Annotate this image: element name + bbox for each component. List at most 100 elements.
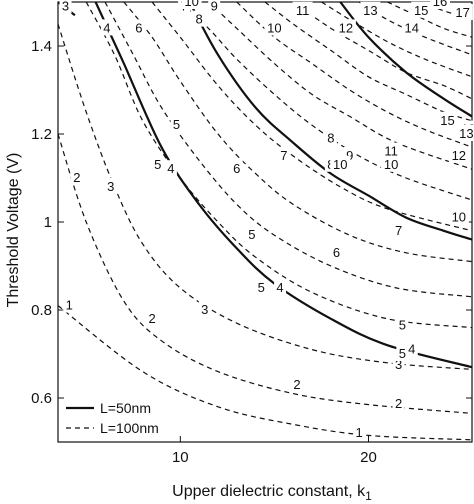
contour-label-bg: [70, 169, 83, 185]
contour-label-bg: [353, 424, 366, 441]
contour-line-l100-6: [123, 2, 472, 263]
contour-label: 15: [440, 113, 454, 128]
tick-layer: 10 20 0.6 0.8 1 1.2 1.4: [31, 2, 472, 466]
contour-line-l50-5: [94, 2, 472, 369]
contour-label-bg: [193, 10, 206, 27]
contour-line-l100-13: [321, 2, 472, 78]
contour-label-bg: [405, 340, 418, 357]
contour-label: 3: [107, 179, 114, 194]
contour-label: 5: [399, 346, 406, 361]
contour-line-l100-7: [151, 2, 472, 232]
contour-label: 10: [333, 157, 347, 172]
contour-line-l100-11: [264, 2, 472, 122]
contour-line-l50-15: [339, 2, 472, 118]
contour-label: 7: [395, 223, 402, 238]
contour-label-bg: [401, 19, 422, 36]
contour-label-bg: [456, 125, 474, 141]
contour-label-bg: [198, 301, 211, 317]
y-tick-label: 0.6: [31, 390, 52, 407]
contour-label: 10: [267, 20, 281, 35]
legend-label: L=100nm: [100, 420, 159, 436]
contour-label: 17: [455, 5, 469, 20]
contour-label: 3: [395, 357, 402, 372]
contour-label-bg: [170, 116, 183, 133]
contour-label: 5: [399, 317, 406, 332]
contour-label: 11: [296, 3, 310, 18]
contour-label: 14: [405, 20, 419, 35]
contour-label: 12: [452, 148, 466, 163]
contour-label: 4: [167, 161, 174, 176]
y-tick-label: 0.8: [31, 302, 52, 319]
contour-label-bg: [430, 0, 451, 9]
contour-line-l100-4: [85, 2, 472, 329]
contour-label: 7: [280, 148, 287, 163]
contour-label: 13: [459, 126, 473, 141]
contour-line-l100-8: [179, 2, 472, 201]
contour-label: 12: [339, 20, 353, 35]
contour-label-bg: [396, 345, 409, 361]
contour-label-bg: [230, 160, 243, 177]
contour-layer: [58, 2, 472, 441]
contour-label: 4: [276, 280, 283, 295]
contour-line-l100-5: [104, 2, 472, 298]
contour-label: 16: [433, 0, 447, 9]
contour-label: 9: [211, 0, 218, 13]
contour-label: 4: [408, 342, 415, 357]
contour-label: 3: [62, 0, 69, 13]
contour-line-l50-10: [188, 2, 472, 241]
contour-line-l100-2: [58, 133, 472, 414]
contour-label: 8: [196, 12, 203, 27]
contour-label: 2: [148, 311, 155, 326]
contour-label: 4: [103, 20, 110, 35]
contour-line-l100-10: [236, 2, 472, 148]
contour-label-bg: [151, 155, 164, 172]
contour-label-layer: 1122223334444555666777889910101111121213…: [59, 0, 474, 441]
x-tick-label: 10: [172, 449, 189, 466]
contour-line-l100-1: [58, 305, 472, 441]
contour-label-bg: [411, 1, 432, 18]
contour-label-bg: [146, 309, 159, 326]
contour-line-l100-15: [387, 2, 472, 38]
contour-line-l100-12: [292, 2, 472, 100]
contour-label: 6: [333, 245, 340, 260]
contour-label-bg: [274, 279, 287, 295]
contour-label: 9: [346, 148, 353, 163]
contour-label: 1: [355, 425, 362, 440]
contour-label-bg: [245, 226, 258, 243]
contour-label: 5: [154, 157, 161, 172]
y-tick-label: 1.2: [31, 126, 52, 143]
contour-label: 8: [327, 130, 334, 145]
contour-label: 15: [414, 3, 428, 18]
contour-label: 10: [384, 157, 398, 172]
contour-label: 1: [66, 298, 73, 313]
contour-label: 2: [293, 377, 300, 392]
contour-line-l100-3: [58, 23, 472, 370]
contour-label-bg: [452, 4, 473, 20]
contour-label-bg: [63, 296, 76, 313]
contour-label-bg: [437, 111, 458, 128]
contour-label-bg: [181, 0, 202, 9]
contour-label-bg: [330, 243, 343, 260]
contour-label: 6: [233, 161, 240, 176]
contour-label-bg: [208, 0, 221, 14]
contour-label-bg: [324, 129, 337, 146]
contour-label-bg: [59, 0, 72, 14]
legend: L=50nm L=100nm: [66, 400, 159, 436]
contour-label: 11: [384, 144, 398, 159]
contour-label: 10: [184, 0, 198, 9]
contour-label-bg: [277, 147, 290, 163]
contour-label: 13: [363, 3, 377, 18]
contour-label-bg: [255, 279, 268, 295]
contour-label-bg: [448, 147, 469, 163]
x-axis-label: Upper dielectric constant, k1: [172, 483, 372, 503]
contour-label: 5: [173, 117, 180, 132]
contour-line-l100-14: [358, 2, 472, 56]
x-axis-label-subscript: 1: [365, 489, 372, 503]
contour-label-bg: [330, 155, 351, 172]
legend-label: L=50nm: [100, 400, 151, 416]
x-axis-label-main: Upper dielectric constant, k: [172, 483, 366, 500]
x-tick-label: 20: [360, 449, 377, 466]
contour-label-bg: [164, 160, 177, 177]
contour-label-bg: [100, 19, 113, 36]
y-axis-label: Threshold Voltage (V): [5, 153, 22, 308]
